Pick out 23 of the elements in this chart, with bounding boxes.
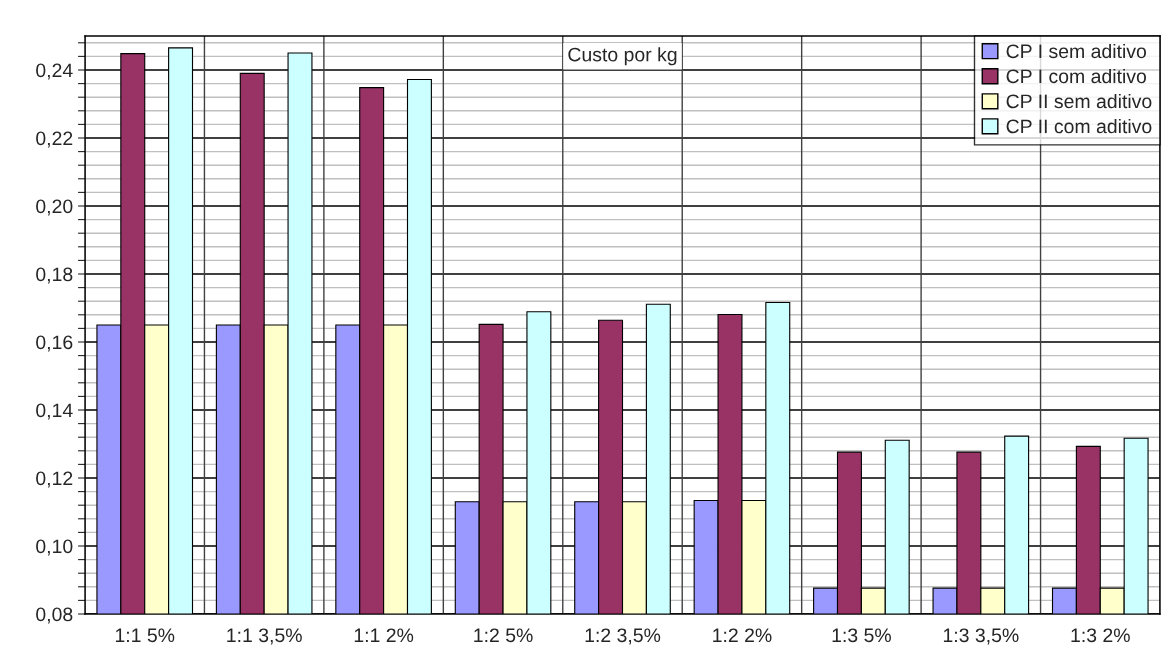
x-tick-label: 1:2 3,5% bbox=[585, 628, 661, 645]
x-tick-label: 1:2 5% bbox=[474, 628, 533, 643]
x-tick-label: 1:1 2% bbox=[354, 628, 414, 643]
y-tick-label: 0,24 bbox=[36, 63, 73, 80]
legend-label: CP II sem aditivo bbox=[1006, 93, 1152, 109]
x-tick-label: 1:2 2% bbox=[713, 628, 772, 643]
x-tick-label: 1:1 5% bbox=[115, 628, 175, 643]
y-tick-label: 0,14 bbox=[36, 403, 73, 420]
y-tick-label: 0,22 bbox=[36, 131, 73, 148]
y-tick-label: 0,12 bbox=[36, 471, 73, 488]
y-tick-label: 0,18 bbox=[36, 267, 73, 284]
text: Custo por kg bbox=[568, 47, 677, 66]
y-tick-label: 0,08 bbox=[36, 607, 73, 624]
x-tick-label: 1:3 2% bbox=[1071, 628, 1130, 643]
legend-label: CP I sem aditivo bbox=[1006, 43, 1147, 59]
legend-label: CP II com aditivo bbox=[1006, 118, 1152, 134]
x-tick-label: 1:3 5% bbox=[832, 628, 891, 643]
y-tick-label: 0,20 bbox=[36, 199, 73, 216]
y-tick-label: 0,16 bbox=[36, 335, 73, 352]
x-tick-label: 1:1 3,5% bbox=[227, 628, 302, 645]
x-tick-label: 1:3 3,5% bbox=[943, 628, 1019, 645]
legend-label: CP I com aditivo bbox=[1006, 68, 1147, 84]
y-tick-label: 0,10 bbox=[36, 539, 73, 556]
